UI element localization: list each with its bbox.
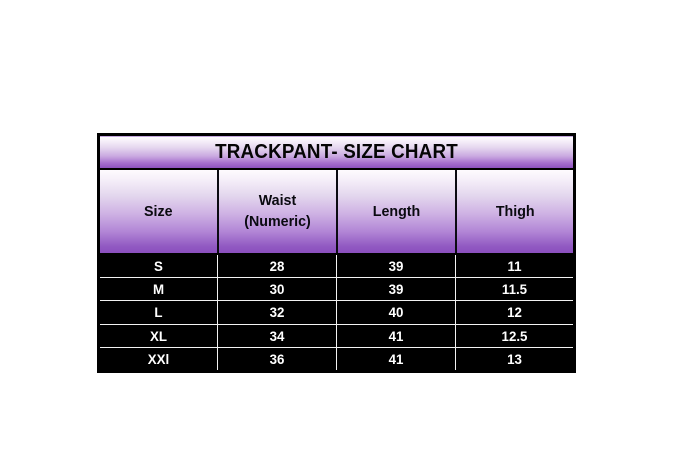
cell-waist-value: 32 <box>269 304 285 321</box>
cell-length-value: 39 <box>388 257 404 274</box>
cell-waist: 32 <box>217 300 337 325</box>
cell-thigh-value: 11.5 <box>501 280 528 297</box>
cell-size: L <box>97 300 218 325</box>
cell-size: M <box>97 277 218 302</box>
cell-waist-value: 36 <box>269 351 285 368</box>
table-row: L 32 40 12 <box>97 300 576 325</box>
cell-length: 39 <box>336 253 456 278</box>
cell-waist: 28 <box>217 253 337 278</box>
size-chart-table: TRACKPANT- SIZE CHART Size Waist (Numeri… <box>97 133 576 373</box>
cell-length: 41 <box>336 324 456 349</box>
cell-thigh-value: 12 <box>507 304 522 321</box>
column-header-length: Length <box>335 169 457 255</box>
cell-size-value: S <box>154 257 163 274</box>
column-header-size: Size <box>97 169 219 255</box>
cell-thigh-value: 13 <box>507 351 522 368</box>
cell-waist-value: 30 <box>269 280 285 297</box>
cell-length-value: 39 <box>388 280 404 297</box>
column-header-thigh: Thigh <box>454 169 576 255</box>
column-header-thigh-label: Thigh <box>495 202 535 220</box>
chart-title: TRACKPANT- SIZE CHART <box>215 141 458 164</box>
cell-size: S <box>97 253 218 278</box>
cell-thigh-value: 12.5 <box>501 328 528 345</box>
cell-thigh: 12 <box>455 300 576 325</box>
cell-thigh: 11.5 <box>455 277 576 302</box>
column-header-waist-label: Waist <box>258 192 296 210</box>
cell-size-value: XL <box>149 328 167 345</box>
cell-thigh: 12.5 <box>455 324 576 349</box>
cell-length: 41 <box>336 347 456 373</box>
cell-size: XXl <box>97 347 218 373</box>
cell-waist: 36 <box>217 347 337 373</box>
table-row: S 28 39 11 <box>97 253 576 278</box>
column-header-size-label: Size <box>143 202 173 220</box>
cell-size-value: XXl <box>147 351 170 368</box>
column-header-length-label: Length <box>372 202 420 220</box>
cell-length-value: 41 <box>388 351 404 368</box>
chart-title-row: TRACKPANT- SIZE CHART <box>97 133 576 171</box>
table-row: XXl 36 41 13 <box>97 347 576 373</box>
cell-size-value: M <box>152 280 165 297</box>
cell-thigh: 11 <box>455 253 576 278</box>
table-row: M 30 39 11.5 <box>97 277 576 302</box>
column-header-waist-sublabel: (Numeric) <box>243 213 311 231</box>
cell-size-value: L <box>154 304 163 321</box>
cell-waist: 34 <box>217 324 337 349</box>
cell-size: XL <box>97 324 218 349</box>
table-row: XL 34 41 12.5 <box>97 324 576 349</box>
cell-length-value: 40 <box>388 304 404 321</box>
cell-waist: 30 <box>217 277 337 302</box>
cell-length-value: 41 <box>388 328 404 345</box>
size-chart-container: TRACKPANT- SIZE CHART Size Waist (Numeri… <box>97 133 576 373</box>
cell-waist-value: 34 <box>269 328 285 345</box>
cell-length: 40 <box>336 300 456 325</box>
cell-length: 39 <box>336 277 456 302</box>
column-header-waist: Waist (Numeric) <box>216 169 338 255</box>
chart-title-cell: TRACKPANT- SIZE CHART <box>97 133 576 171</box>
column-header-row: Size Waist (Numeric) Length Thigh <box>97 169 576 255</box>
cell-thigh: 13 <box>455 347 576 373</box>
cell-waist-value: 28 <box>269 257 285 274</box>
cell-thigh-value: 11 <box>507 257 522 274</box>
